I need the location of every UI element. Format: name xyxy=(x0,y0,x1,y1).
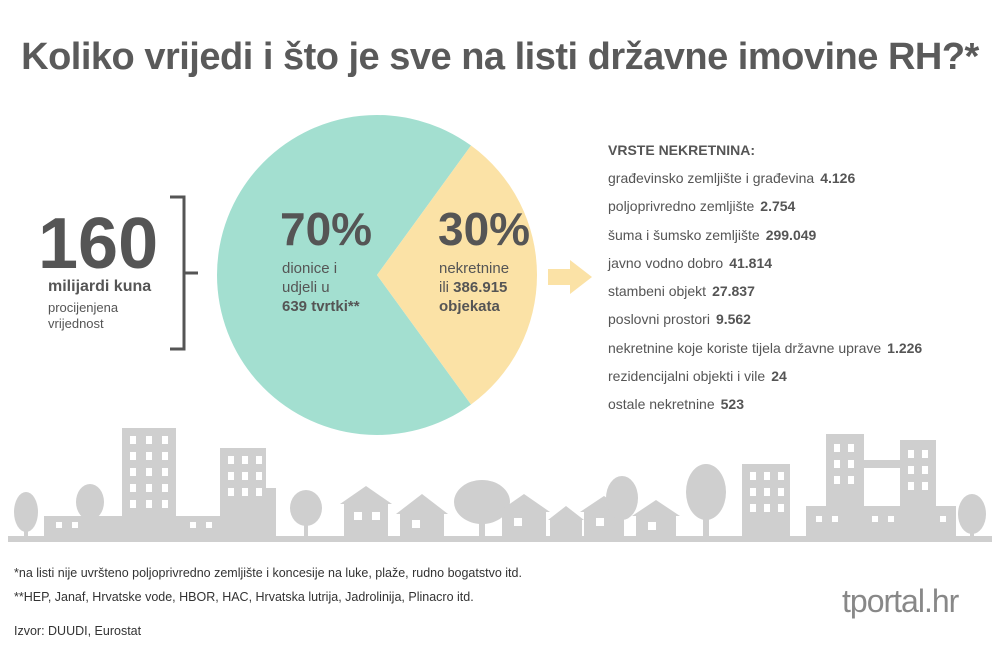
arrow-right-icon xyxy=(548,260,592,294)
slice-left-line1: dionice i xyxy=(282,260,338,277)
slice-label-left-text: dionice i udjeli u 639 tvrtki** xyxy=(282,259,360,316)
slice-right-line1: nekretnine xyxy=(439,260,510,277)
list-item-label: rezidencijalni objekti i vile xyxy=(608,368,766,385)
page-title: Koliko vrijedi i što je sve na listi drž… xyxy=(21,36,979,78)
footnote-1: *na listi nije uvršteno poljoprivredno z… xyxy=(14,566,522,580)
total-value: 160 xyxy=(38,204,159,284)
list-item-value: 299.049 xyxy=(765,226,817,243)
list-item-value: 2.754 xyxy=(760,198,796,215)
slice-right-line3: objekata xyxy=(439,298,500,315)
pie-slice-shares xyxy=(217,115,472,436)
list-item-value: 4.126 xyxy=(820,170,856,186)
total-unit: milijardi kuna xyxy=(48,278,152,295)
list-item-value: 41.814 xyxy=(729,254,773,271)
bracket-icon xyxy=(170,195,198,351)
list-item: ostale nekretnine 523 xyxy=(608,393,922,421)
list-item-value: 27.837 xyxy=(712,283,755,300)
slice-label-right-percent: 30% xyxy=(438,203,531,255)
list-item-value: 24 xyxy=(771,368,787,385)
list-item-label: šuma i šumsko zemljište xyxy=(608,226,760,243)
slice-label-right-text: nekretnine ili 386.915 objekata xyxy=(439,259,509,316)
list-item-label: poslovni prostori xyxy=(608,311,710,328)
city-skyline-illustration xyxy=(8,428,992,542)
slice-right-line2: ili 386.915 xyxy=(439,278,509,297)
list-item-label: poljoprivredno zemljište xyxy=(608,198,755,215)
pie-slice-real-estate xyxy=(377,145,538,405)
slice-left-line2: udjeli u xyxy=(282,279,330,296)
list-item: nekretnine koje koriste tijela državne u… xyxy=(608,337,922,365)
list-item: rezidencijalni objekti i vile 24 xyxy=(608,365,922,393)
source-note: Izvor: DUUDI, Eurostat xyxy=(14,624,142,638)
list-item-label: javno vodno dobro xyxy=(608,254,724,271)
list-item: poslovni prostori 9.562 xyxy=(608,308,922,336)
slice-label-left-percent: 70% xyxy=(280,203,373,255)
list-item: građevinsko zemljište i građevina 4.126 xyxy=(608,167,922,195)
list-item: stambeni objekt 27.837 xyxy=(608,280,922,308)
total-description: procijenjena vrijednost xyxy=(48,300,119,331)
list-item-label: građevinsko zemljište i građevina xyxy=(608,170,815,186)
list-item: poljoprivredno zemljište 2.754 xyxy=(608,195,922,223)
slice-right-line2-prefix: ili xyxy=(439,279,449,296)
list-item-label: nekretnine koje koriste tijela državne u… xyxy=(608,339,882,356)
slice-left-line3: 639 tvrtki** xyxy=(282,298,360,315)
list-item-value: 523 xyxy=(720,396,744,413)
list-title: VRSTE NEKRETNINA: xyxy=(608,142,756,158)
slice-right-line2-value: 386.915 xyxy=(453,279,508,296)
list-item-label: ostale nekretnine xyxy=(608,396,715,413)
list-item: javno vodno dobro 41.814 xyxy=(608,252,922,280)
list-item: šuma i šumsko zemljište 299.049 xyxy=(608,224,922,252)
list-item-value: 9.562 xyxy=(715,311,751,328)
property-type-list: građevinsko zemljište i građevina 4.126 p… xyxy=(608,167,922,422)
list-item-value: 1.226 xyxy=(887,339,923,356)
footnote-2: **HEP, Janaf, Hrvatske vode, HBOR, HAC, … xyxy=(14,590,474,604)
list-item-label: stambeni objekt xyxy=(608,283,707,300)
tportal-logo: tportal.hr xyxy=(842,583,959,619)
